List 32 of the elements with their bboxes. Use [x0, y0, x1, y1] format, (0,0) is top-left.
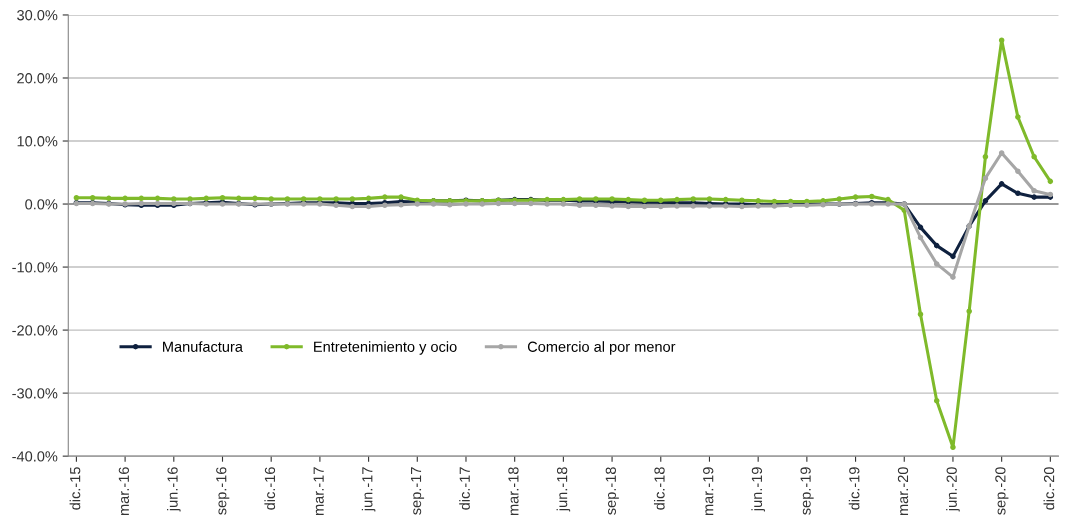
x-tick-label: jun.-16 [167, 467, 181, 512]
legend-label: Manufactura [163, 341, 243, 352]
x-tick-label: jun.-18 [556, 467, 571, 512]
y-tick-label: 10.0% [17, 136, 58, 147]
x-tick-label: dic.-15 [69, 467, 81, 510]
x-tick-label: mar.-17 [313, 467, 324, 516]
y-tick-label: -10.0% [12, 262, 58, 273]
legend-label: Entretenimiento y ocio [314, 341, 457, 355]
x-tick-label: sep.-20 [995, 467, 1009, 515]
y-tick-label: -40.0% [12, 451, 58, 462]
y-tick-label: -20.0% [12, 325, 58, 336]
y-tick-label: -30.0% [12, 388, 58, 399]
y-tick-label: 30.0% [17, 10, 58, 21]
x-tick-label: mar.-18 [508, 467, 519, 516]
x-tick-label: mar.-20 [897, 467, 909, 516]
x-tick-label: dic.-17 [459, 467, 470, 510]
x-tick-label: mar.-19 [703, 467, 714, 516]
x-tick-label: sep.-19 [800, 467, 814, 515]
x-tick-label: dic.-16 [264, 467, 276, 510]
legend-label: Comercio al por menor [527, 341, 676, 355]
x-tick-label: dic.-19 [848, 467, 860, 510]
y-tick-label: 20.0% [17, 73, 58, 84]
x-tick-label: sep.-18 [605, 467, 619, 515]
x-tick-label: dic.-18 [653, 467, 665, 510]
x-tick-label: sep.-16 [216, 467, 230, 515]
x-tick-label: jun.-20 [946, 467, 960, 512]
y-tick-label: 0.0% [25, 199, 58, 210]
x-tick-label: dic.-20 [1043, 467, 1055, 510]
x-tick-label: sep.-17 [411, 467, 425, 515]
x-tick-label: jun.-19 [751, 467, 765, 512]
x-tick-label: jun.-17 [361, 467, 376, 512]
x-tick-label: mar.-16 [118, 467, 130, 516]
